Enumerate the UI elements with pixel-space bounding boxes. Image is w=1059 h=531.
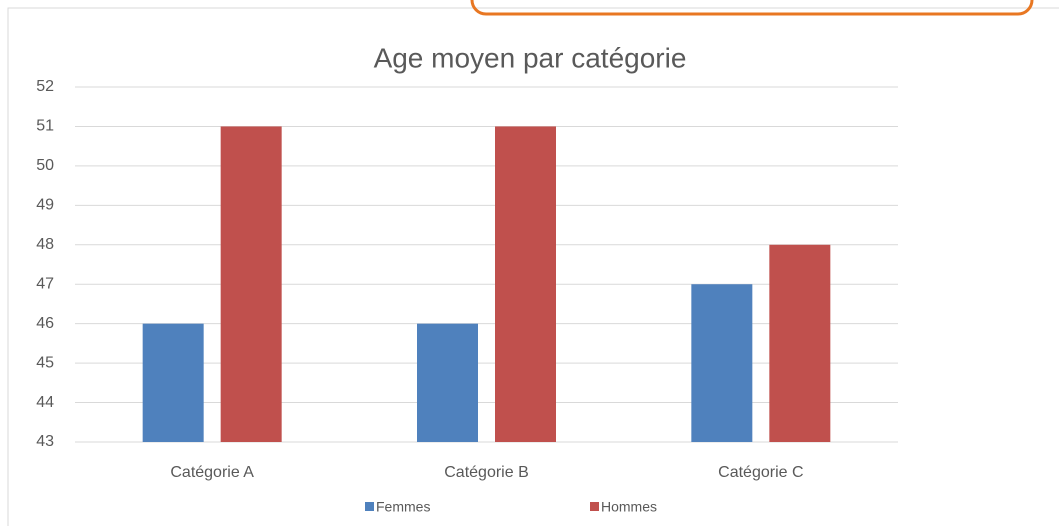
legend-label: Femmes: [376, 499, 430, 515]
x-tick-label: Catégorie B: [444, 464, 529, 481]
bar: [769, 244, 831, 442]
bar: [495, 126, 556, 442]
x-tick-label: Catégorie C: [718, 464, 803, 481]
y-tick-label: 46: [36, 315, 54, 332]
y-tick-label: 45: [36, 354, 54, 371]
y-tick-label: 51: [36, 118, 54, 135]
bar: [220, 126, 282, 442]
bar: [691, 284, 753, 442]
legend-label: Hommes: [601, 499, 657, 515]
y-tick-label: 50: [36, 157, 54, 174]
y-tick-label: 43: [36, 433, 54, 450]
bar: [417, 323, 478, 442]
y-tick-label: 47: [36, 275, 54, 292]
y-tick-label: 44: [36, 394, 54, 411]
legend-swatch: [590, 502, 599, 511]
y-tick-label: 48: [36, 236, 54, 253]
highlight-box: [470, 0, 1034, 16]
legend-swatch: [365, 502, 374, 511]
y-tick-label: 49: [36, 197, 54, 214]
x-tick-label: Catégorie A: [170, 464, 254, 481]
chart-title: Age moyen par catégorie: [374, 42, 687, 73]
bar: [142, 323, 204, 442]
y-tick-label: 52: [36, 78, 54, 95]
